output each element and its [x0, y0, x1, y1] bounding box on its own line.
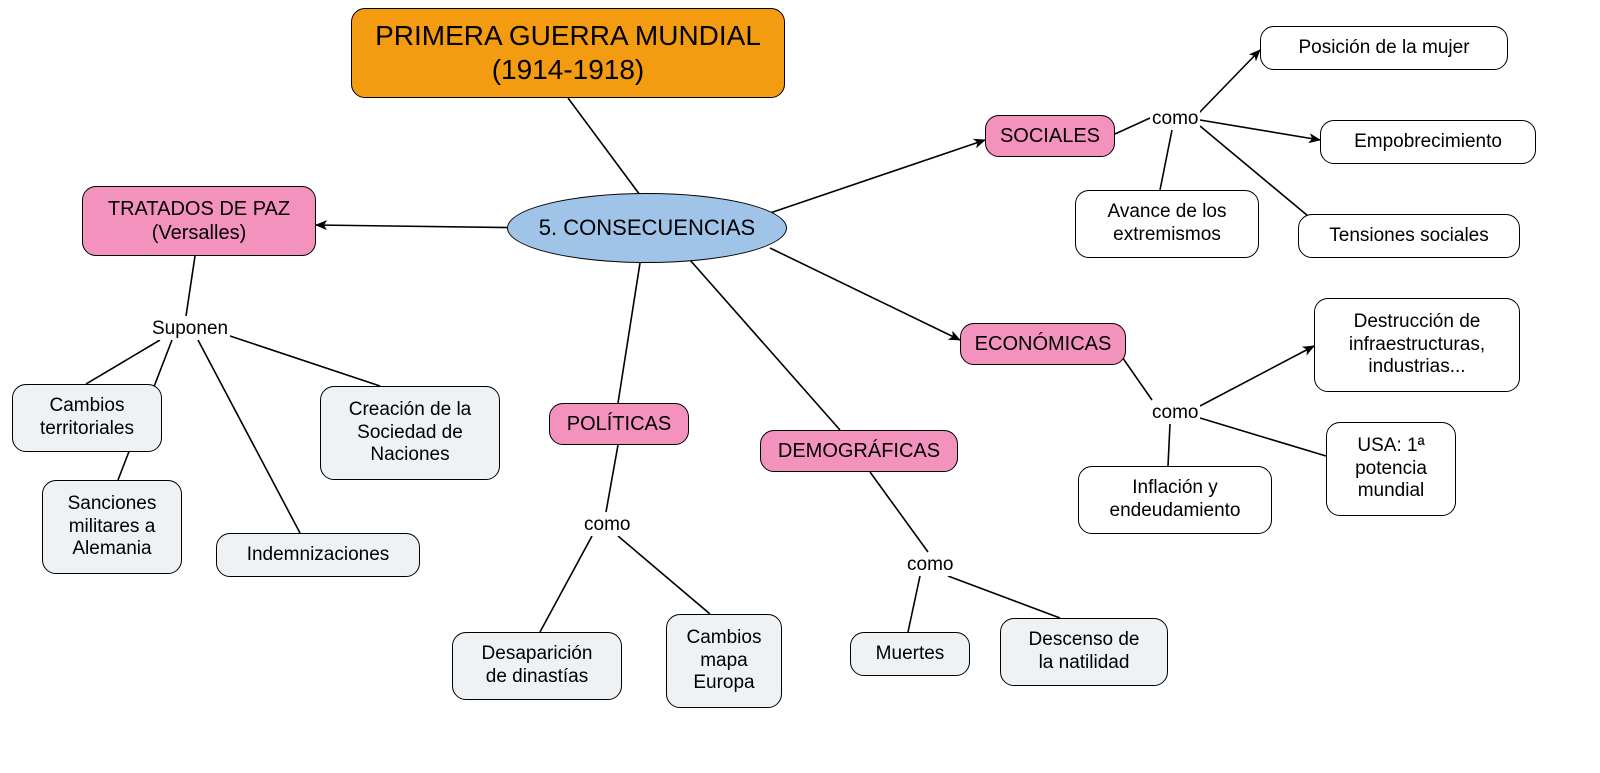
node-posicion-mujer: Posición de la mujer	[1260, 26, 1508, 70]
label-economicas: ECONÓMICAS	[975, 332, 1112, 356]
node-sociales: SOCIALES	[985, 115, 1115, 157]
node-indemnizaciones: Indemnizaciones	[216, 533, 420, 577]
label-indemnizaciones: Indemnizaciones	[247, 544, 390, 567]
center-node: 5. CONSECUENCIAS	[507, 193, 787, 263]
node-politicas: POLÍTICAS	[549, 403, 689, 445]
label-tensiones: Tensiones sociales	[1329, 225, 1488, 248]
node-tratados: TRATADOS DE PAZ(Versalles)	[82, 186, 316, 256]
node-tensiones: Tensiones sociales	[1298, 214, 1520, 258]
node-muertes: Muertes	[850, 632, 970, 676]
link-label-como-sociales: como	[1150, 108, 1200, 130]
label-empobrecimiento: Empobrecimiento	[1354, 131, 1502, 154]
node-dinastias: Desapariciónde dinastías	[452, 632, 622, 700]
link-label-como-politicas: como	[582, 514, 632, 536]
label-sociedad-naciones: Creación de laSociedad deNaciones	[349, 399, 472, 467]
label-muertes: Muertes	[876, 643, 945, 666]
label-tratados: TRATADOS DE PAZ(Versalles)	[108, 197, 290, 245]
node-destruccion: Destrucción deinfraestructuras,industria…	[1314, 298, 1520, 392]
link-label-como-economicas: como	[1150, 402, 1200, 424]
label-cambios-territoriales: Cambiosterritoriales	[40, 395, 134, 441]
title-text: PRIMERA GUERRA MUNDIAL(1914-1918)	[375, 19, 761, 86]
node-economicas: ECONÓMICAS	[960, 323, 1126, 365]
node-mapa-europa: CambiosmapaEuropa	[666, 614, 782, 708]
label-sociales: SOCIALES	[1000, 124, 1100, 148]
label-destruccion: Destrucción deinfraestructuras,industria…	[1349, 311, 1485, 379]
label-demograficas: DEMOGRÁFICAS	[778, 439, 940, 463]
label-mapa-europa: CambiosmapaEuropa	[687, 627, 762, 695]
node-natalidad: Descenso dela natilidad	[1000, 618, 1168, 686]
label-inflacion: Inflación yendeudamiento	[1110, 477, 1241, 523]
link-label-suponen: Suponen	[150, 318, 230, 340]
label-usa: USA: 1ªpotenciamundial	[1355, 435, 1427, 503]
label-natalidad: Descenso dela natilidad	[1029, 629, 1140, 675]
node-sanciones: Sancionesmilitares aAlemania	[42, 480, 182, 574]
label-posicion-mujer: Posición de la mujer	[1298, 37, 1469, 60]
center-text: 5. CONSECUENCIAS	[539, 215, 755, 241]
node-demograficas: DEMOGRÁFICAS	[760, 430, 958, 472]
label-extremismos: Avance de losextremismos	[1107, 201, 1226, 247]
link-label-como-demograficas: como	[905, 554, 955, 576]
node-usa: USA: 1ªpotenciamundial	[1326, 422, 1456, 516]
title-node: PRIMERA GUERRA MUNDIAL(1914-1918)	[351, 8, 785, 98]
label-sanciones: Sancionesmilitares aAlemania	[68, 493, 157, 561]
node-extremismos: Avance de losextremismos	[1075, 190, 1259, 258]
node-cambios-territoriales: Cambiosterritoriales	[12, 384, 162, 452]
label-politicas: POLÍTICAS	[567, 412, 671, 436]
node-empobrecimiento: Empobrecimiento	[1320, 120, 1536, 164]
label-dinastias: Desapariciónde dinastías	[482, 643, 593, 689]
node-sociedad-naciones: Creación de laSociedad deNaciones	[320, 386, 500, 480]
node-inflacion: Inflación yendeudamiento	[1078, 466, 1272, 534]
